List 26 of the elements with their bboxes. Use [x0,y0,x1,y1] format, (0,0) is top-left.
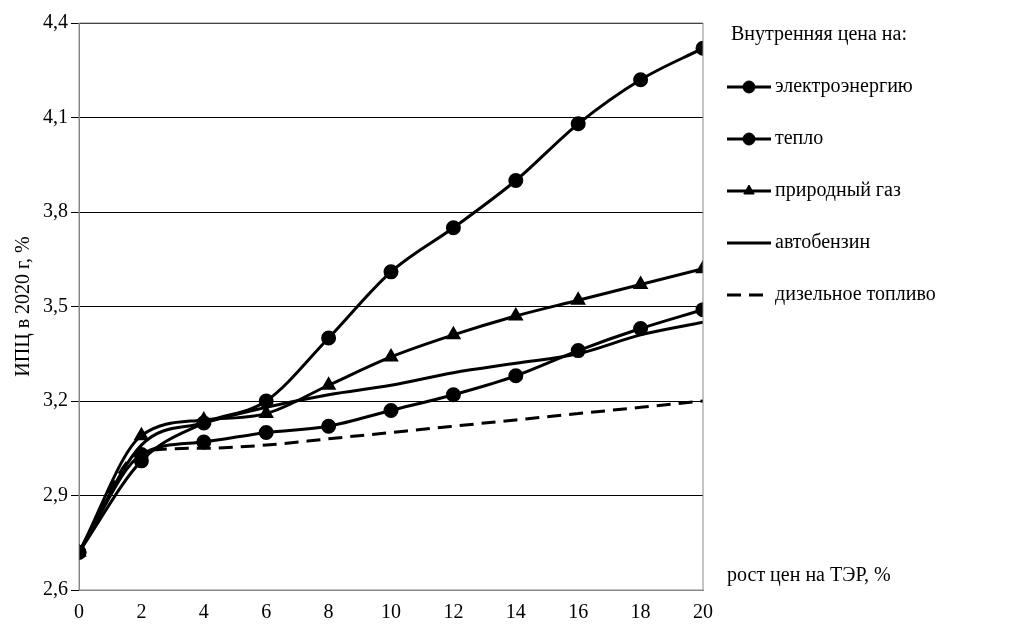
x-tick-label: 6 [261,600,272,623]
y-tick-label: 4,1 [43,104,68,127]
x-tick-label: 18 [630,600,651,623]
x-tick-label: 12 [443,600,464,623]
x-tick-label: 14 [505,600,526,623]
legend-label: автобензин [775,230,871,253]
y-tick-label: 4,4 [43,10,68,33]
x-axis-title: рост цен на ТЭР, % [727,563,891,587]
x-tick-label: 8 [323,600,334,623]
y-tick-label: 2,9 [43,482,68,505]
x-tick-label: 0 [74,600,84,623]
x-tick-label: 4 [198,600,209,623]
legend-label: электроэнергию [775,74,913,98]
y-tick-label: 3,8 [43,199,68,222]
y-tick-label: 3,5 [43,293,68,316]
y-axis-title: ИПЦ в 2020 г, % [11,236,35,377]
legend-title: Внутренняя цена на: [731,22,908,46]
x-tick-label: 2 [136,600,147,623]
legend-label: дизельное топливо [775,282,936,306]
legend-label: природный газ [775,178,901,202]
x-tick-label: 20 [693,600,713,623]
y-tick-label: 3,2 [43,388,68,411]
x-tick-label: 16 [568,600,589,623]
x-tick-label: 10 [381,600,401,623]
y-tick-label: 2,6 [43,577,68,600]
legend-label: тепло [775,126,824,149]
